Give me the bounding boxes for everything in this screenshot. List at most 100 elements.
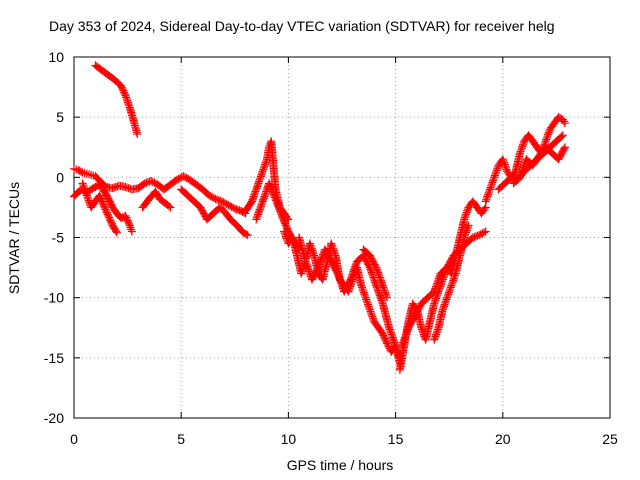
series-arc-recovery-1	[395, 197, 490, 374]
data-point-fill	[123, 98, 132, 107]
data-point	[430, 299, 439, 308]
x-tick-label: 5	[177, 431, 185, 447]
data-point-fill	[433, 325, 442, 334]
data-point-fill	[490, 171, 499, 180]
data-point	[125, 221, 134, 230]
data-point-fill	[365, 303, 374, 312]
data-point-fill	[463, 206, 472, 215]
data-point-fill	[364, 300, 373, 309]
data-point	[357, 281, 366, 290]
y-tick-labels: -20 -15 -10 -5 0 5 10	[44, 49, 64, 426]
data-point-fill	[462, 226, 471, 235]
data-point	[464, 221, 473, 230]
data-point-fill	[501, 162, 510, 171]
data-point-fill	[544, 130, 553, 139]
data-point-fill	[84, 196, 93, 205]
data-point-fill	[256, 172, 265, 181]
data-point	[558, 131, 567, 140]
data-point-fill	[449, 274, 458, 283]
data-point	[485, 185, 494, 194]
data-point-fill	[542, 133, 551, 142]
data-point	[121, 91, 130, 100]
data-point-fill	[440, 300, 449, 309]
data-point-fill	[366, 307, 375, 316]
data-point	[166, 203, 175, 212]
data-point	[361, 293, 370, 302]
data-point-fill	[122, 94, 131, 103]
y-tick-label: -20	[44, 410, 64, 426]
data-point-fill	[364, 302, 373, 311]
data-point-fill	[83, 193, 92, 202]
data-point-fill	[362, 295, 371, 304]
data-point-fill	[308, 246, 317, 255]
data-point-fill	[261, 160, 270, 169]
data-point-fill	[77, 167, 86, 176]
data-point-fill	[330, 249, 339, 258]
chart-title: Day 353 of 2024, Sidereal Day-to-day VTE…	[49, 18, 555, 34]
data-point-fill	[449, 276, 458, 285]
data-point-fill	[360, 290, 369, 299]
data-point-fill	[448, 278, 457, 287]
data-point-fill	[446, 285, 455, 294]
data-point-fill	[444, 288, 453, 297]
data-point-fill	[446, 283, 455, 292]
data-point-fill	[360, 291, 369, 300]
data-point-fill	[367, 309, 376, 318]
data-point	[327, 239, 336, 248]
data-point-fill	[257, 170, 266, 179]
y-tick-label: -10	[44, 290, 64, 306]
y-axis-label: SDTVAR / TECUs	[6, 182, 22, 294]
data-point-fill	[463, 224, 472, 233]
series-arc-noon-2	[252, 179, 304, 254]
data-point	[560, 119, 569, 128]
data-point-fill	[368, 314, 377, 323]
data-point-fill	[489, 175, 498, 184]
data-point-fill	[492, 166, 501, 175]
y-tick-label: 0	[56, 169, 64, 185]
data-point-fill	[484, 188, 493, 197]
data-point-fill	[297, 267, 306, 276]
x-tick-label: 15	[388, 431, 404, 447]
series-arc-dip-3	[138, 187, 175, 212]
data-point-fill	[480, 228, 489, 237]
data-point-fill	[451, 271, 460, 280]
x-tick-label: 25	[602, 431, 618, 447]
data-point-fill	[442, 295, 451, 304]
data-point-fill	[493, 164, 502, 173]
series-arc-afternoon-3	[359, 245, 392, 302]
data-point-fill	[462, 228, 471, 237]
series-arc-midmorning	[177, 185, 252, 240]
data-point-fill	[125, 101, 134, 110]
data-point-fill	[357, 283, 366, 292]
data-point-fill	[500, 158, 509, 167]
data-point-fill	[439, 303, 448, 312]
data-point-fill	[462, 208, 471, 217]
y-tick-label: -15	[44, 350, 64, 366]
data-point-fill	[328, 242, 337, 251]
data-point	[112, 228, 121, 237]
data-point-fill	[445, 286, 454, 295]
data-point-fill	[443, 291, 452, 300]
data-point-fill	[432, 294, 441, 303]
x-tick-labels: 0 5 10 15 20 25	[70, 431, 618, 447]
data-point-fill	[308, 248, 317, 257]
data-point	[481, 227, 490, 236]
x-axis-label: GPS time / hours	[287, 457, 394, 473]
data-point	[460, 233, 469, 242]
data-point-fill	[124, 100, 133, 109]
data-point-fill	[501, 163, 510, 172]
data-point	[297, 269, 306, 278]
data-point-fill	[431, 296, 440, 305]
data-point	[560, 143, 569, 152]
series-arc-morning	[70, 164, 250, 218]
data-point-fill	[441, 297, 450, 306]
series-arc-noon-bump	[241, 137, 293, 224]
data-point-fill	[488, 176, 497, 185]
data-point-fill	[382, 291, 391, 300]
data-point-fill	[280, 229, 289, 238]
data-point	[438, 305, 447, 314]
data-point-fill	[460, 231, 469, 240]
data-point-fill	[380, 286, 389, 295]
data-point-fill	[516, 147, 525, 156]
